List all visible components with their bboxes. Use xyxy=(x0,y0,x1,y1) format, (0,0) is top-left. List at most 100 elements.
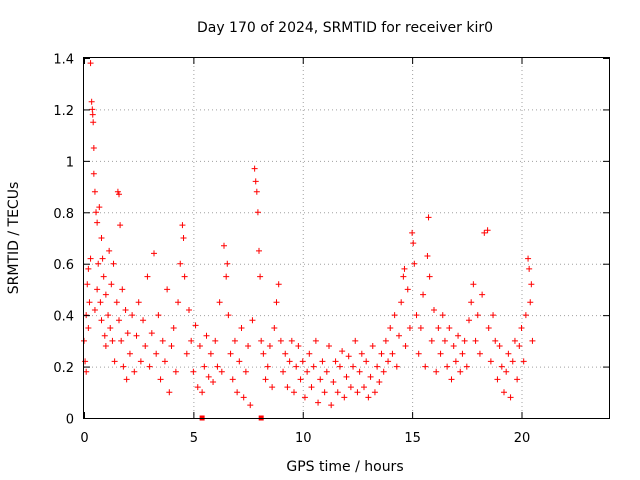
data-point xyxy=(391,312,398,319)
plot-frame xyxy=(83,57,610,419)
data-point xyxy=(470,281,477,288)
data-point xyxy=(400,273,407,280)
data-point xyxy=(94,219,101,226)
data-point xyxy=(498,363,505,370)
data-point xyxy=(398,299,405,306)
data-point xyxy=(97,299,104,306)
data-point xyxy=(85,265,92,272)
data-point xyxy=(155,312,162,319)
data-point xyxy=(328,402,335,409)
data-point xyxy=(260,350,267,357)
data-point xyxy=(411,260,418,267)
data-point xyxy=(476,350,483,357)
data-point xyxy=(420,291,427,298)
data-point xyxy=(186,307,192,313)
data-point xyxy=(105,312,112,319)
data-point xyxy=(214,363,221,370)
data-point xyxy=(212,337,219,344)
data-point xyxy=(369,343,376,349)
data-point xyxy=(142,343,149,349)
y-tick-label: 0.4 xyxy=(53,310,74,325)
data-point xyxy=(527,299,534,306)
data-point xyxy=(188,337,195,344)
data-point xyxy=(385,358,392,365)
data-point xyxy=(98,235,105,241)
data-point xyxy=(225,312,232,319)
data-point xyxy=(365,394,372,401)
data-point xyxy=(509,358,516,365)
y-tick-label: 1.4 xyxy=(53,53,74,68)
data-point xyxy=(481,229,488,236)
data-point xyxy=(426,273,433,280)
data-point xyxy=(492,337,499,344)
data-point xyxy=(129,312,136,319)
data-point xyxy=(256,247,262,254)
data-point xyxy=(194,384,201,391)
y-tick-label: 0.6 xyxy=(53,258,74,273)
y-tick-label: 0.2 xyxy=(53,361,74,376)
data-point xyxy=(144,273,151,280)
data-point xyxy=(119,286,126,293)
data-point xyxy=(159,337,166,344)
data-point xyxy=(455,332,462,339)
data-point xyxy=(83,368,90,375)
data-point xyxy=(148,330,155,337)
data-point xyxy=(459,350,466,357)
data-point xyxy=(192,322,199,329)
x-axis-title: GPS time / hours xyxy=(286,459,403,475)
data-point xyxy=(402,343,409,349)
data-point xyxy=(157,376,164,383)
data-point xyxy=(110,260,117,267)
data-point xyxy=(433,368,440,375)
data-point xyxy=(131,368,138,375)
data-point xyxy=(356,368,363,375)
data-point xyxy=(95,260,102,267)
data-point xyxy=(472,337,479,344)
data-point xyxy=(326,343,332,349)
data-point xyxy=(273,299,280,306)
data-point xyxy=(120,363,127,370)
data-point xyxy=(452,358,459,365)
data-point xyxy=(164,286,171,293)
data-point xyxy=(345,353,352,360)
data-point xyxy=(487,358,494,365)
data-point xyxy=(124,330,131,337)
data-point xyxy=(466,317,472,324)
data-point xyxy=(117,222,124,229)
x-tick-label: 10 xyxy=(295,431,312,446)
data-point xyxy=(231,337,238,344)
data-point xyxy=(96,204,103,211)
data-point xyxy=(177,260,184,267)
data-point xyxy=(107,325,114,331)
data-point xyxy=(299,358,306,365)
data-point xyxy=(522,312,529,319)
y-tick-label: 1.2 xyxy=(53,104,74,119)
data-point xyxy=(484,227,491,234)
data-point xyxy=(439,312,446,319)
data-point xyxy=(179,222,186,229)
data-point xyxy=(108,281,115,288)
data-point xyxy=(310,363,317,370)
data-point xyxy=(168,343,175,349)
data-point xyxy=(183,350,190,357)
data-point xyxy=(417,325,424,331)
data-point xyxy=(291,389,297,396)
data-point xyxy=(401,265,408,272)
data-point xyxy=(84,281,91,288)
data-point xyxy=(507,394,514,401)
data-point xyxy=(180,235,187,241)
data-point xyxy=(98,317,105,324)
data-point xyxy=(415,350,422,357)
data-point xyxy=(461,337,468,344)
data-point xyxy=(223,273,230,280)
data-point xyxy=(87,255,94,262)
data-point xyxy=(99,255,106,262)
data-point xyxy=(109,337,116,344)
data-point xyxy=(146,363,153,370)
data-point xyxy=(450,343,457,349)
data-point xyxy=(514,376,521,383)
data-point xyxy=(378,350,385,357)
data-point xyxy=(520,358,527,365)
data-point xyxy=(258,337,265,344)
data-point xyxy=(282,350,289,357)
